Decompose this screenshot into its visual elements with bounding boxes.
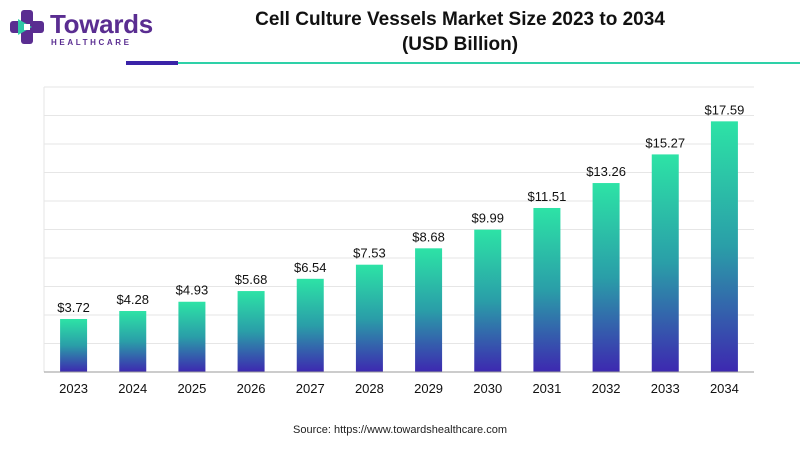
bar-chart: $3.72 $4.28 $4.93 $5.68 $6.54 $7.53 $8.68 $9.99… [43, 86, 754, 396]
bar-2027 [296, 278, 324, 372]
grid-lines [43, 86, 754, 372]
header-rule [178, 62, 800, 64]
brand-logo: Towards HEALTHCARE [10, 8, 153, 52]
x-tick-2027: 2027 [296, 381, 325, 396]
bar-2023 [60, 318, 88, 372]
x-tick-2034: 2034 [710, 381, 739, 396]
bar-2032 [592, 183, 620, 372]
bar-2029 [415, 248, 443, 372]
bar-2031 [533, 207, 561, 372]
data-label-2024: $4.28 [116, 292, 149, 307]
x-tick-2030: 2030 [473, 381, 502, 396]
bar-2028 [355, 264, 383, 372]
chart-title: Cell Culture Vessels Market Size 2023 to… [255, 9, 665, 30]
x-tick-2029: 2029 [414, 381, 443, 396]
data-label-2031: $11.51 [528, 189, 567, 204]
data-labels: $3.72 $4.28 $4.93 $5.68 $6.54 $7.53 $8.68 $9.99… [57, 102, 744, 315]
data-label-2028: $7.53 [353, 246, 386, 261]
x-tick-2025: 2025 [177, 381, 206, 396]
bar-2034 [710, 121, 738, 372]
data-label-2034: $17.59 [705, 102, 745, 117]
bar-2024 [119, 311, 147, 372]
bar-2026 [237, 291, 265, 372]
bar-2030 [474, 229, 502, 372]
x-tick-2023: 2023 [59, 381, 88, 396]
brand-name: Towards [50, 9, 153, 39]
data-label-2033: $15.27 [645, 135, 685, 150]
bars [60, 121, 738, 372]
header-rule-accent [126, 61, 178, 65]
data-label-2027: $6.54 [294, 260, 327, 275]
data-label-2023: $3.72 [57, 300, 90, 315]
data-label-2025: $4.93 [176, 283, 209, 298]
x-tick-labels: 2023 2024 2025 2026 2027 2028 2029 2030 2031 2032… [59, 381, 739, 396]
data-label-2032: $13.26 [586, 164, 626, 179]
data-label-2029: $8.68 [412, 229, 445, 244]
source-note: Source: https://www.towardshealthcare.co… [293, 424, 507, 436]
x-tick-2031: 2031 [532, 381, 561, 396]
bar-2025 [178, 301, 206, 372]
data-label-2026: $5.68 [235, 272, 268, 287]
bar-2033 [651, 154, 679, 372]
x-tick-2024: 2024 [118, 381, 147, 396]
x-tick-2026: 2026 [237, 381, 266, 396]
x-tick-2028: 2028 [355, 381, 384, 396]
x-tick-2032: 2032 [592, 381, 621, 396]
x-tick-2033: 2033 [651, 381, 680, 396]
data-label-2030: $9.99 [471, 211, 504, 226]
brand-tagline: HEALTHCARE [51, 38, 132, 47]
cross-logo-icon [10, 10, 44, 44]
chart-subtitle: (USD Billion) [401, 34, 519, 55]
